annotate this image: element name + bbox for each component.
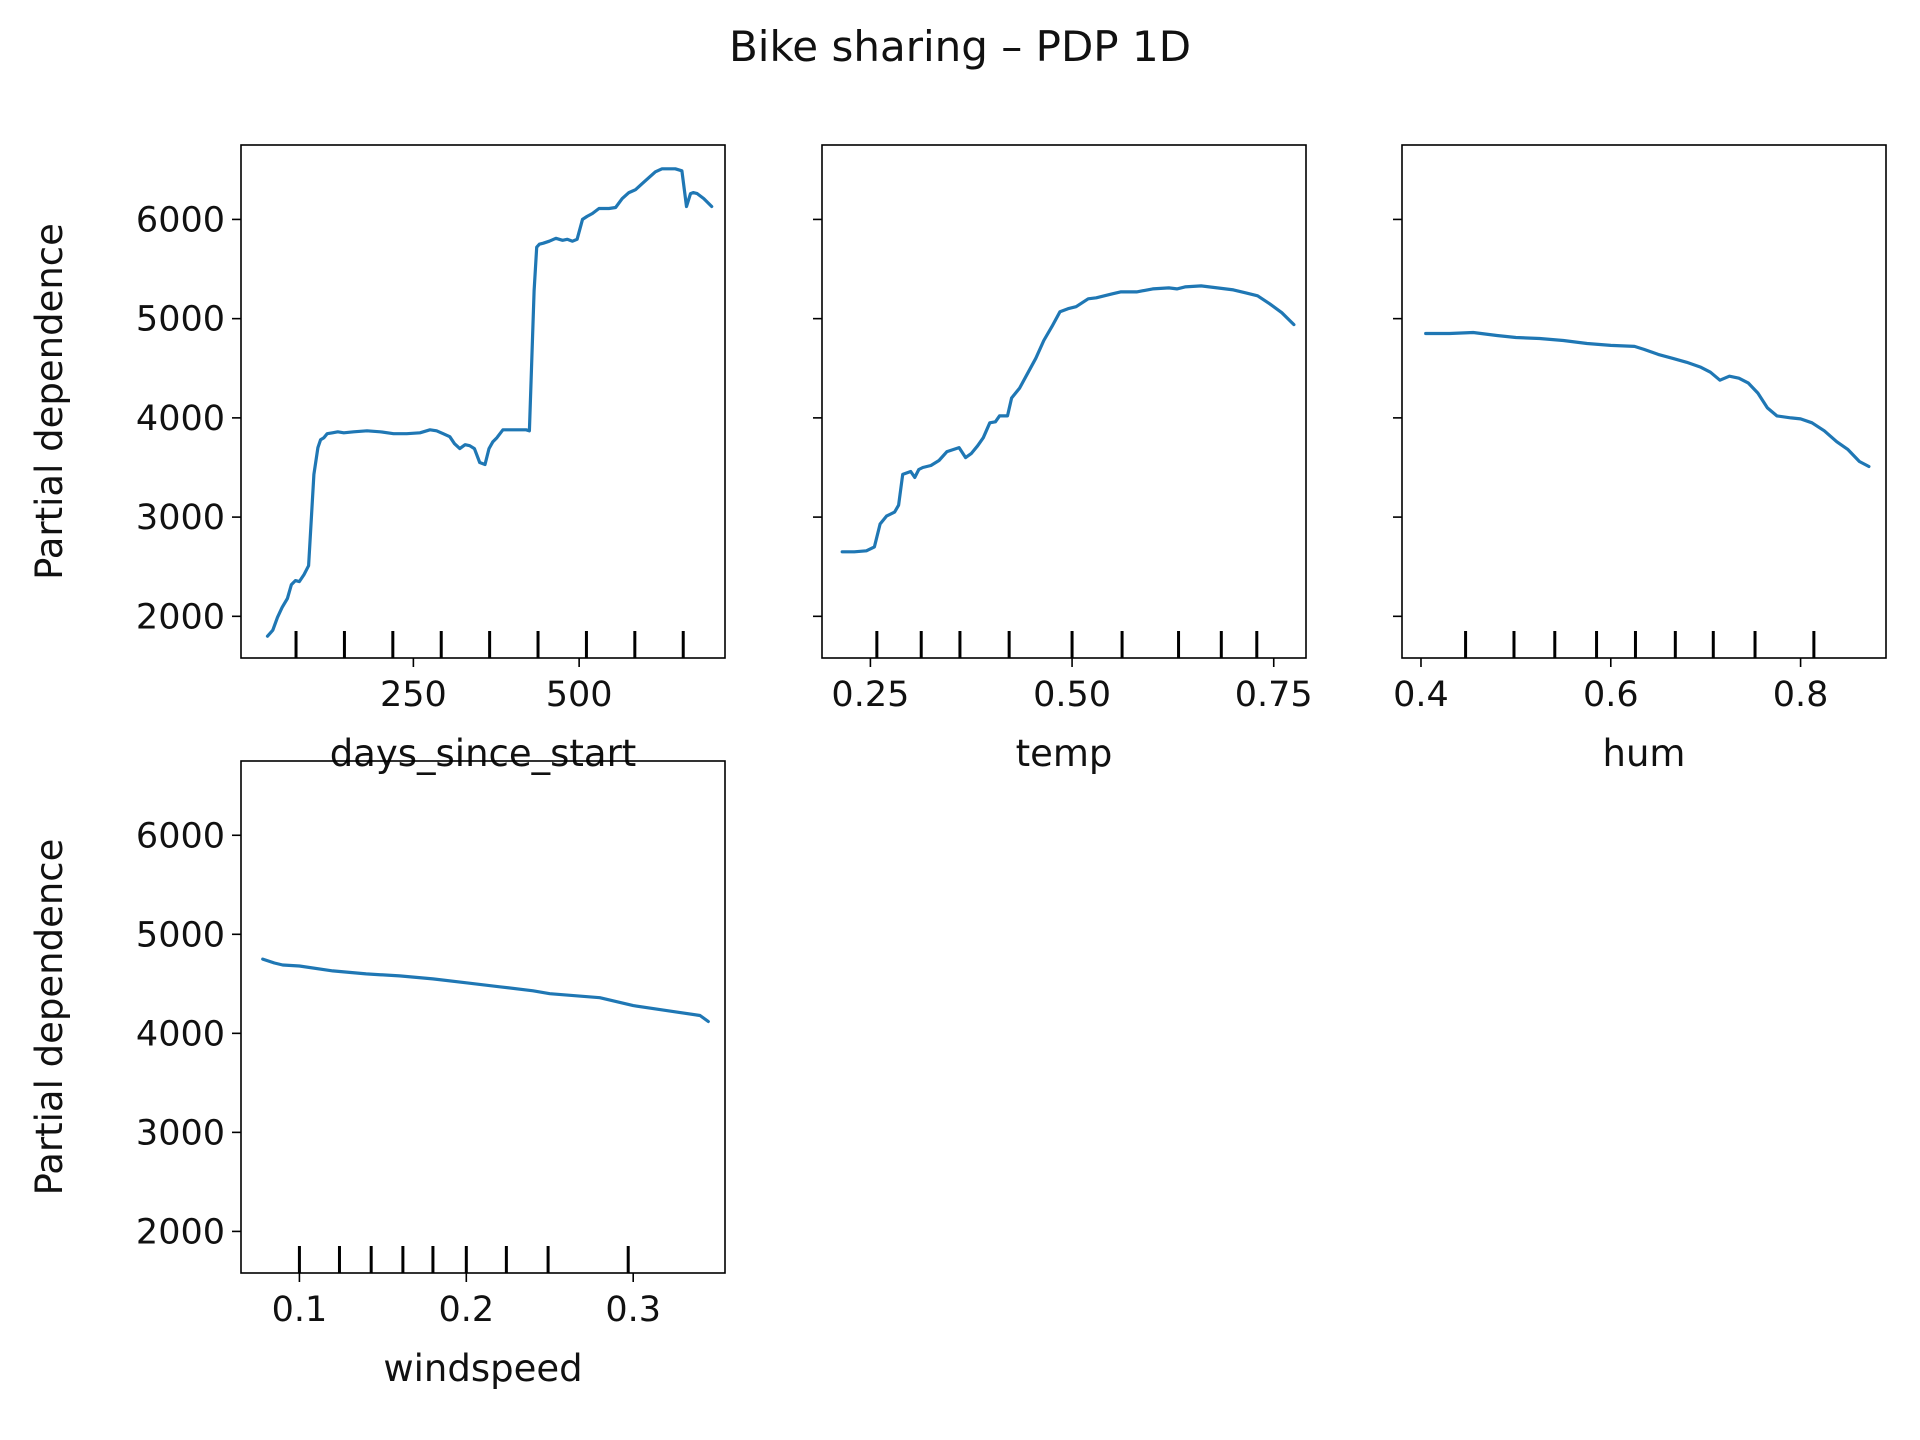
panel-windspeed-ytick-label: 3000: [136, 1113, 225, 1153]
panel-days-since-start-ytick-label: 6000: [136, 200, 225, 240]
panel-hum-axes-frame: [1401, 144, 1887, 659]
panel-days-since-start-ytick-label: 5000: [136, 300, 225, 340]
panel-hum-xtick-label: 0.8: [1773, 675, 1829, 715]
panel-hum-xlabel: hum: [1603, 732, 1686, 775]
panel-windspeed-xtick-label: 0.3: [605, 1290, 661, 1330]
panel-hum-xtick-label: 0.6: [1583, 675, 1639, 715]
panel-days-since-start-pdp-line: [265, 167, 714, 638]
panel-hum: 0.4 0.6 0.8 hum: [1393, 144, 1887, 775]
panel-hum-xtick-label: 0.4: [1393, 675, 1449, 715]
panel-days-since-start-ytick-label: 3000: [136, 498, 225, 538]
panel-days-since-start-ytick-label: 4000: [136, 399, 225, 439]
panel-temp-axes-frame: [821, 144, 1307, 659]
panel-temp: 0.25 0.50 0.75 temp: [813, 144, 1313, 775]
panel-windspeed-ylabel: Partial dependence: [28, 839, 71, 1196]
panel-temp-pdp-line: [840, 284, 1296, 554]
panel-temp-xtick-label: 0.75: [1235, 675, 1313, 715]
panel-temp-xlabel: temp: [1016, 732, 1113, 775]
panel-windspeed-ytick-label: 5000: [136, 915, 225, 955]
panel-temp-xtick-label: 0.50: [1033, 675, 1111, 715]
panel-windspeed-pdp-line: [261, 957, 710, 1024]
figure-title: Bike sharing – PDP 1D: [728, 22, 1192, 71]
panel-windspeed: 0.1 0.2 0.3 2000 3000 4000 5000 6000 windspeed Pa…: [28, 760, 726, 1390]
panel-windspeed-ytick-label: 6000: [136, 816, 225, 856]
panel-days-since-start: 250 500 2000 3000 4000 5000 6000 days_since_sta…: [28, 144, 726, 775]
panel-windspeed-xtick-label: 0.2: [438, 1290, 494, 1330]
panel-windspeed-xtick-label: 0.1: [272, 1290, 328, 1330]
panel-days-since-start-xtick-label: 250: [380, 675, 447, 715]
panel-days-since-start-xtick-label: 500: [546, 675, 613, 715]
panel-windspeed-ytick-label: 4000: [136, 1014, 225, 1054]
panel-temp-xtick-label: 0.25: [831, 675, 909, 715]
panel-windspeed-ytick-label: 2000: [136, 1212, 225, 1252]
panel-windspeed-axes-frame: [240, 760, 726, 1274]
panel-days-since-start-ytick-label: 2000: [136, 597, 225, 637]
panel-days-since-start-xlabel: days_since_start: [330, 732, 637, 775]
panel-windspeed-xlabel: windspeed: [383, 1347, 582, 1390]
panel-days-since-start-ylabel: Partial dependence: [28, 223, 71, 580]
panel-hum-pdp-line: [1424, 330, 1871, 469]
panel-days-since-start-axes-frame: [240, 144, 726, 659]
